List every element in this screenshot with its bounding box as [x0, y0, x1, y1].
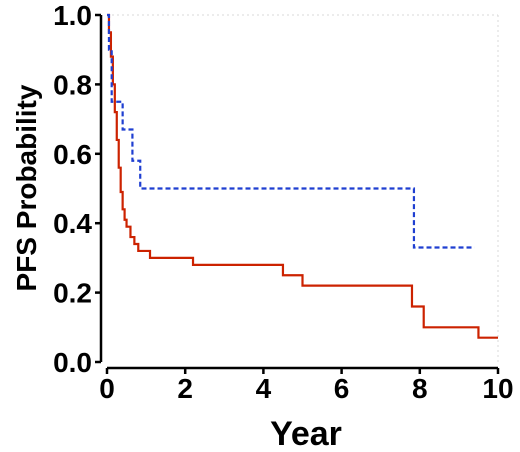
y-tick-label: 0.6	[53, 139, 92, 170]
y-tick-label: 0.2	[53, 278, 92, 309]
y-tick-label: 0.0	[53, 347, 92, 378]
y-tick-label: 1.0	[53, 0, 92, 31]
dashed-series-line	[107, 13, 475, 249]
y-axis-title: PFS Probability	[11, 84, 42, 291]
x-tick-label: 10	[482, 373, 513, 404]
solid-series-line	[107, 13, 498, 339]
x-axis-ticks: 0 2 4 6 8 10	[99, 368, 514, 404]
x-tick-label: 4	[256, 373, 272, 404]
y-axis-ticks: 0.0 0.2 0.4 0.6 0.8 1.0	[53, 0, 101, 378]
x-tick-label: 6	[334, 373, 350, 404]
x-tick-label: 2	[177, 373, 193, 404]
y-tick-label: 0.4	[53, 208, 92, 239]
series-layer	[107, 13, 498, 339]
x-tick-label: 8	[412, 373, 428, 404]
x-tick-label: 0	[99, 373, 115, 404]
y-tick-label: 0.8	[53, 69, 92, 100]
x-axis-title: Year	[270, 415, 342, 452]
grid-layer	[107, 14, 499, 362]
